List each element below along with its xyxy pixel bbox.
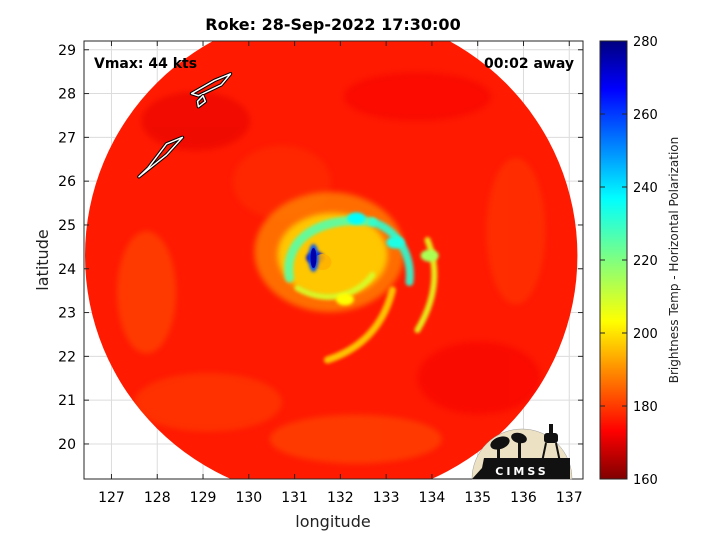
colorbar-tick-label: 240 [633,181,658,196]
logo-dish-icon [497,446,500,460]
y-tick-label: 23 [58,306,76,322]
colorbar-tick-label: 260 [633,108,658,123]
rain-band [414,237,438,333]
swath-field [84,41,578,479]
rain-band [323,286,396,364]
y-tick-label: 20 [58,437,76,453]
x-tick-label: 128 [144,490,171,506]
x-tick-label: 136 [510,490,537,506]
island-small [196,95,207,108]
chart-title: Roke: 28-Sep-2022 17:30:00 [205,15,460,34]
swath-texture [141,91,250,151]
x-tick-label: 131 [281,490,308,506]
storm-band-east [386,236,405,249]
x-tick-label: 137 [556,490,583,506]
swath-texture [117,231,177,354]
swath [84,41,578,479]
logo-text: CIMSS [495,465,548,478]
island-south [138,136,184,178]
logo-dish-icon [490,436,510,450]
y-axis: 20 21 22 23 24 25 26 27 28 29 [58,43,583,453]
y-tick-label: 25 [58,218,76,234]
y-tick-label: 26 [58,174,76,190]
logo-building [472,458,570,479]
y-tick-label: 24 [58,262,76,278]
y-tick-label: 28 [58,87,76,103]
y-axis-label: latitude [33,229,52,290]
swath-texture [343,72,492,122]
x-tick-label: 127 [98,490,125,506]
colorbar-tick-label: 160 [633,473,658,488]
y-tick-label: 27 [58,130,76,146]
colorbar-tick-label: 200 [633,327,658,342]
time-offset-annotation: 00:02 away [484,56,574,72]
colorbar-axis: 160 180 200 220 240 260 280 [600,35,658,488]
x-tick-label: 132 [327,490,354,506]
eyewall-core [310,248,317,268]
y-tick-label: 22 [58,349,76,365]
colorbar-tick-label: 220 [633,254,658,269]
storm-band-outer-east [420,249,439,262]
swath-texture [486,157,546,305]
logo-dish-icon [518,442,521,460]
x-tick-label: 129 [190,490,217,506]
logo-dish-icon [511,432,527,444]
logo-tower-icon [544,433,558,443]
x-axis-label: longitude [295,512,370,531]
island-north [190,73,232,97]
x-axis: 127 128 129 130 131 132 133 134 135 136 137 [98,41,583,506]
x-tick-label: 133 [373,490,400,506]
logo-tower-icon [549,424,553,433]
y-tick-label: 29 [58,43,76,59]
storm-band-north [347,212,366,225]
colorbar-tick-label: 280 [633,35,658,50]
colorbar-label: Brightness Temp - Horizontal Polarizatio… [667,137,681,384]
x-tick-label: 134 [419,490,446,506]
x-tick-label: 130 [235,490,262,506]
vmax-annotation: Vmax: 44 kts [94,56,197,72]
storm-band-south [335,293,354,306]
swath-texture [417,341,541,415]
swath-texture [134,373,282,432]
y-tick-label: 21 [58,393,76,409]
x-tick-label: 135 [464,490,491,506]
colorbar-tick-label: 180 [633,400,658,415]
cimss-logo: CIMSS [471,424,573,480]
swath-texture [269,414,443,464]
plot-frame [83,40,584,480]
